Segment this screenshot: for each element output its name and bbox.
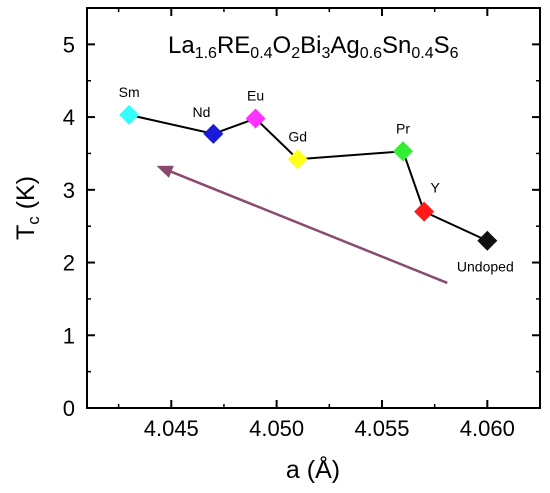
y-tick-label: 2 [63,251,75,276]
trend-arrow-layer [156,165,448,285]
point-label-pr: Pr [396,120,410,136]
y-tick-label: 5 [63,32,75,57]
x-tick-label: 4.060 [460,416,515,441]
data-point-undoped [477,230,498,251]
trend-arrow-shaft [170,170,448,285]
series-line [128,113,488,242]
y-tick-label: 3 [63,178,75,203]
data-point-eu [245,108,266,129]
data-point-gd [287,149,308,170]
data-series: Sm Nd Eu Gd Pr Y Undoped [119,84,514,275]
data-point-sm [119,104,140,125]
trend-arrow-head [156,165,174,178]
point-label-nd: Nd [192,104,210,120]
y-tick-label: 4 [63,105,75,130]
plot-frame [86,7,541,409]
y-tick-label: 0 [63,396,75,421]
point-label-gd: Gd [288,128,307,144]
point-label-eu: Eu [247,88,264,104]
point-label-sm: Sm [119,84,140,100]
data-point-nd [203,123,224,144]
y-tick-label: 1 [63,323,75,348]
data-point-pr [393,141,414,162]
x-tick-label: 4.045 [144,416,199,441]
point-label-undoped: Undoped [457,259,514,275]
y-axis-title: Tc (K) [12,176,43,240]
chart-title: La1.6RE0.4O2Bi3Ag0.6Sn0.4S6 [168,32,459,62]
data-point-y [414,201,435,222]
x-axis-title: a (Å) [286,454,340,484]
x-tick-label: 4.055 [354,416,409,441]
axis-ticks: 4.045 4.050 4.055 4.060 0 1 2 3 4 5 [63,8,541,441]
point-label-y: Y [430,180,440,196]
x-tick-label: 4.050 [249,416,304,441]
